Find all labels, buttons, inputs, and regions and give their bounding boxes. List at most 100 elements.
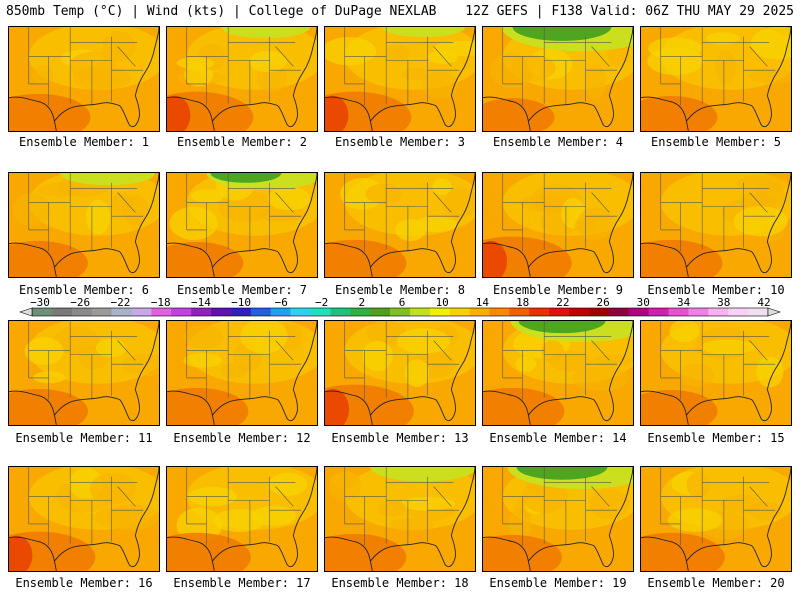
temperature-zone	[515, 356, 537, 372]
coastline	[483, 173, 633, 277]
coastline	[167, 467, 317, 571]
ensemble-member-map	[640, 172, 792, 278]
coastline	[483, 467, 633, 571]
colorbar-swatch	[429, 308, 451, 316]
state-borders	[660, 321, 776, 400]
colorbar-tick-label: −26	[70, 296, 90, 309]
colorbar-swatch	[91, 308, 112, 316]
temperature-zone	[89, 473, 137, 505]
ensemble-member-map	[482, 172, 634, 278]
temperature-zone	[748, 69, 791, 84]
temperature-zone	[756, 356, 784, 388]
colorbar-tick-label: 2	[358, 296, 365, 309]
temperature-zone	[648, 37, 702, 60]
temperature-zone	[432, 178, 452, 195]
coastline	[9, 173, 159, 277]
temperature-zone	[325, 37, 377, 66]
temperature-zone	[519, 194, 572, 212]
run-valid-time: 12Z GEFS | F138 Valid: 06Z THU MAY 29 20…	[465, 4, 794, 19]
temperature-zone	[522, 480, 568, 513]
colorbar-swatch	[32, 308, 53, 316]
member-label: Ensemble Member: 4	[492, 135, 624, 149]
coastline	[325, 27, 475, 131]
temperature-zone	[679, 363, 714, 387]
colorbar-swatch	[111, 308, 132, 316]
ensemble-member-map	[8, 466, 160, 572]
coastline	[325, 321, 475, 425]
warm-zone	[167, 241, 244, 277]
coastline	[167, 173, 317, 277]
temperature-zone	[37, 182, 83, 197]
ensemble-member-map	[482, 26, 634, 132]
cold-zone	[518, 321, 606, 334]
temperature-zone	[572, 366, 630, 391]
colorbar-swatch	[191, 308, 212, 316]
temperature-zone	[384, 45, 410, 63]
ensemble-member-map	[482, 320, 634, 426]
hot-zone	[325, 388, 350, 425]
colorbar-tick-label: −22	[110, 296, 130, 309]
colorbar-swatch	[151, 308, 172, 316]
colorbar-tick-label: 6	[399, 296, 406, 309]
ensemble-member-map	[640, 320, 792, 426]
state-borders	[186, 321, 302, 400]
temperature-zone	[395, 219, 426, 242]
ensemble-member-map	[8, 172, 160, 278]
colorbar-swatch	[171, 308, 192, 316]
warm-zone	[641, 95, 718, 131]
colorbar-swatch	[748, 308, 769, 316]
colorbar-swatch	[290, 308, 311, 316]
state-borders	[502, 467, 618, 546]
hot-zone	[167, 95, 191, 131]
ensemble-member-map	[640, 466, 792, 572]
temperature-zone	[240, 321, 288, 354]
temperature-colorbar: −30 −26 −22 −18 −14 −10 −6 −2 2 6 10 14 18 22 26 30 34 38…	[19, 296, 781, 317]
temperature-zone	[585, 64, 606, 100]
ensemble-member-map	[166, 172, 318, 278]
warm-zone	[9, 388, 88, 425]
colorbar-tick-label: −2	[315, 296, 328, 309]
temperature-zone	[748, 501, 783, 520]
cool-zone	[370, 467, 475, 482]
temperature-zone	[396, 328, 451, 354]
colorbar-swatch	[469, 308, 490, 316]
colorbar-tick-label: 14	[476, 296, 490, 309]
coastline	[641, 321, 791, 425]
colorbar-swatch	[549, 308, 570, 316]
temperature-zone	[414, 216, 458, 232]
colorbar-tick-label: 22	[556, 296, 569, 309]
colorbar-left-arrow	[19, 307, 33, 317]
state-borders	[344, 173, 460, 252]
temperature-zone	[53, 326, 99, 354]
ensemble-member-map	[482, 466, 634, 572]
colorbar-swatch	[688, 308, 709, 316]
temperature-zone	[510, 55, 556, 81]
colorbar-swatch	[628, 308, 649, 316]
colorbar-swatch	[390, 308, 411, 316]
ensemble-member-map	[166, 320, 318, 426]
colorbar-tick-label: 42	[757, 296, 770, 309]
colorbar-tick-label: 30	[637, 296, 650, 309]
warm-zone	[9, 240, 88, 277]
member-label: Ensemble Member: 8	[334, 283, 466, 297]
coastline	[641, 173, 791, 277]
coastline	[9, 27, 159, 131]
temperature-zone	[123, 195, 149, 226]
member-label: Ensemble Member: 17	[173, 576, 311, 590]
ensemble-member-map	[324, 320, 476, 426]
temperature-zone	[183, 324, 224, 350]
coastline	[9, 321, 159, 425]
temperature-zone	[715, 50, 737, 85]
hot-zone	[483, 240, 508, 277]
ensemble-member-map	[166, 466, 318, 572]
ensemble-member-map	[166, 26, 318, 132]
temperature-zone	[541, 340, 565, 363]
temperature-zone	[220, 363, 248, 379]
coastline	[641, 467, 791, 571]
colorbar-tick-label: 18	[516, 296, 529, 309]
state-borders	[186, 467, 302, 546]
member-label: Ensemble Member: 6	[18, 283, 150, 297]
state-borders	[28, 321, 144, 400]
warm-zone	[641, 389, 718, 425]
temperature-zone	[32, 371, 66, 384]
